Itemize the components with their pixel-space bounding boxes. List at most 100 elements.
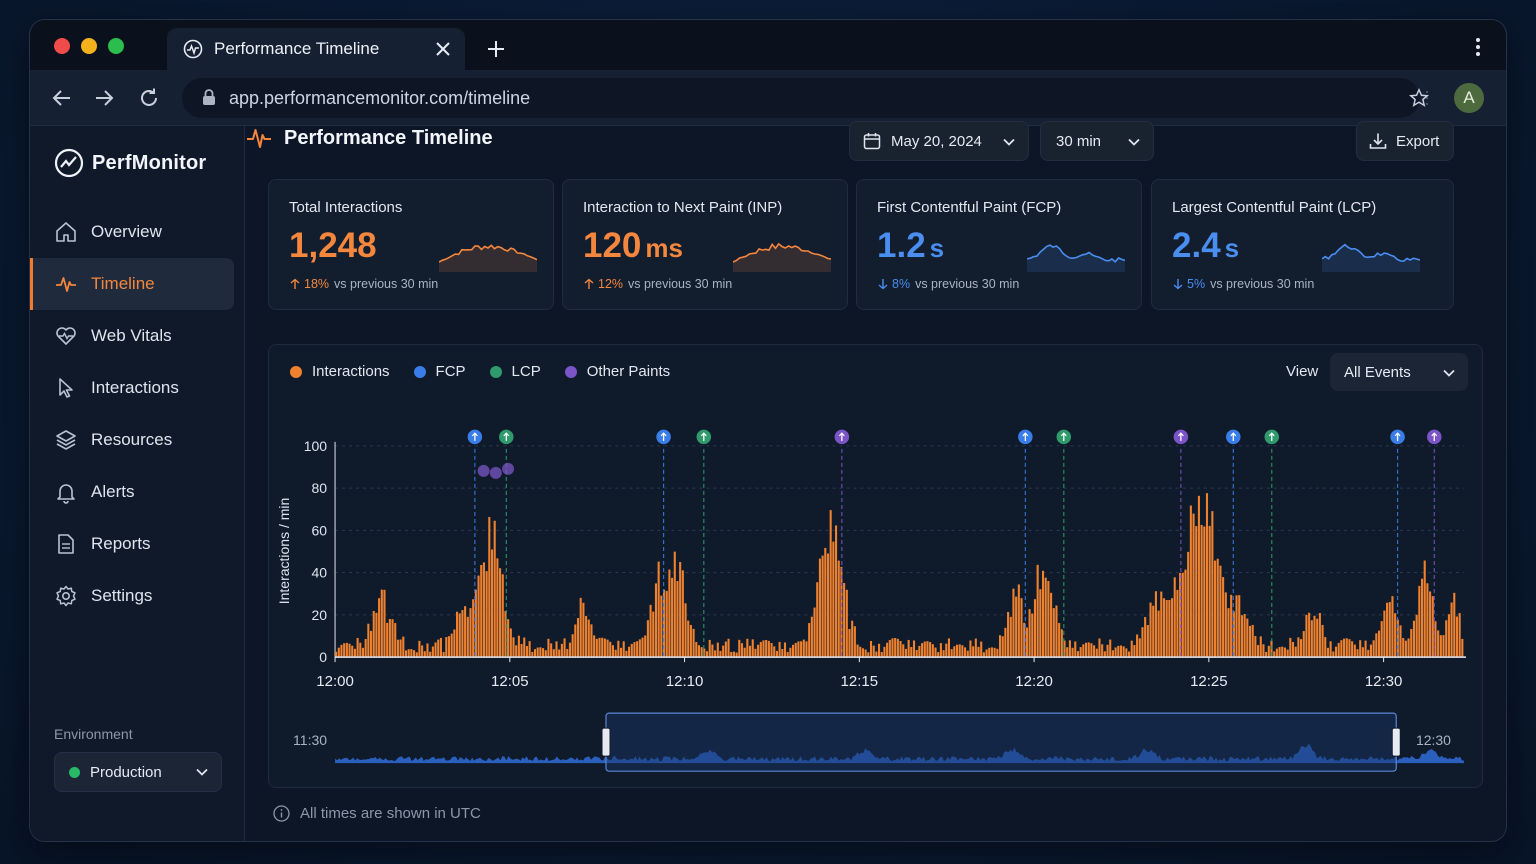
brand[interactable]: PerfMonitor	[54, 148, 206, 178]
event-marker-fcp[interactable]	[1388, 428, 1407, 446]
legend-label: FCP	[435, 363, 466, 380]
interaction-bar	[671, 577, 674, 658]
interaction-bar	[1329, 641, 1332, 658]
interaction-bar	[1240, 615, 1243, 658]
interaction-bar	[1420, 578, 1424, 658]
interaction-bar	[630, 643, 633, 658]
event-marker-lcp[interactable]	[497, 428, 516, 446]
view-select[interactable]: All Events	[1330, 353, 1468, 391]
metric-card-fcp[interactable]: First Contentful Paint (FCP) 1.2 s 8% vs p…	[856, 179, 1142, 310]
interaction-bar	[1248, 625, 1252, 658]
interaction-bar	[388, 619, 391, 658]
environment-select[interactable]: Production	[54, 752, 222, 792]
profile-avatar[interactable]: A	[1454, 83, 1484, 113]
interaction-bar	[821, 555, 824, 658]
close-window-button[interactable]	[54, 38, 70, 54]
event-marker-other-paints[interactable]	[833, 428, 851, 446]
interaction-bar	[501, 574, 504, 658]
minimap-selection-window[interactable]	[605, 712, 1397, 772]
interaction-bar	[1254, 636, 1257, 658]
interaction-bar	[923, 641, 926, 658]
interaction-bar	[1434, 621, 1437, 658]
interaction-bar	[611, 645, 615, 658]
interaction-bar	[998, 635, 1002, 658]
sidebar-item-overview[interactable]: Overview	[30, 206, 234, 258]
interaction-bar	[1152, 605, 1155, 658]
forward-arrow-icon[interactable]	[92, 86, 116, 110]
interaction-bar	[367, 623, 370, 658]
url-bar[interactable]: app.performancemonitor.com/timeline	[182, 78, 1430, 118]
time-range-select[interactable]: 30 min	[1040, 121, 1154, 161]
interaction-bar	[735, 652, 738, 658]
card-title: Largest Contentful Paint (LCP)	[1172, 199, 1377, 216]
metric-card-lcp[interactable]: Largest Contentful Paint (LCP) 2.4 s 5% vs…	[1151, 179, 1454, 310]
interaction-bar	[528, 641, 531, 658]
legend-item-lcp[interactable]: LCP	[489, 363, 541, 380]
interaction-bar	[792, 644, 795, 658]
event-marker-lcp[interactable]	[1055, 428, 1073, 446]
legend-item-other-paints[interactable]: Other Paints	[564, 363, 670, 380]
minimap-handle-right[interactable]	[1391, 727, 1401, 757]
interaction-bar	[340, 644, 343, 658]
interaction-bar	[1267, 645, 1270, 658]
metric-card-inp[interactable]: Interaction to Next Paint (INP) 120 ms 12…	[562, 179, 848, 310]
event-marker-cluster[interactable]	[502, 462, 515, 475]
event-marker-cluster[interactable]	[477, 464, 490, 477]
maximize-window-button[interactable]	[108, 38, 124, 54]
interaction-bar	[1291, 641, 1295, 658]
interaction-bar	[520, 644, 523, 658]
interaction-bar	[845, 589, 848, 658]
metric-card-total-interactions[interactable]: Total Interactions 1,248 18% vs previous …	[268, 179, 554, 310]
sparkline-area	[733, 243, 831, 272]
browser-menu-icon[interactable]	[1475, 37, 1481, 57]
close-tab-icon[interactable]	[433, 39, 453, 59]
overview-minimap[interactable]	[335, 712, 1464, 772]
interaction-bar	[679, 562, 682, 658]
interaction-bar	[507, 619, 510, 658]
sidebar-item-settings[interactable]: Settings	[30, 570, 234, 622]
sidebar-item-timeline[interactable]: Timeline	[30, 258, 234, 310]
event-marker-fcp[interactable]	[1224, 428, 1243, 446]
sidebar-item-label: Settings	[91, 586, 153, 605]
sparkline	[1027, 244, 1125, 272]
interaction-bar	[542, 648, 545, 658]
interaction-bar	[493, 520, 496, 658]
interaction-bar	[1101, 644, 1104, 658]
sidebar-item-web-vitals[interactable]: Web Vitals	[30, 310, 234, 362]
event-marker-fcp[interactable]	[654, 428, 673, 446]
legend-item-fcp[interactable]: FCP	[413, 363, 466, 380]
interaction-bar	[1259, 636, 1262, 658]
interaction-bar	[1380, 621, 1383, 658]
reload-icon[interactable]	[137, 86, 161, 110]
bookmark-star-icon[interactable]	[1408, 87, 1430, 109]
legend-item-interactions[interactable]: Interactions	[290, 363, 390, 380]
sidebar-item-resources[interactable]: Resources	[30, 414, 234, 466]
sidebar-item-reports[interactable]: Reports	[30, 518, 234, 570]
sidebar-item-interactions[interactable]: Interactions	[30, 362, 234, 414]
footnote-text: All times are shown in UTC	[300, 805, 481, 822]
timezone-note: All times are shown in UTC	[273, 805, 481, 822]
browser-tab[interactable]: Performance Timeline	[167, 28, 465, 70]
export-button[interactable]: Export	[1356, 121, 1454, 161]
interaction-bar	[1084, 642, 1088, 658]
interaction-bar	[439, 637, 442, 658]
event-marker-other-paints[interactable]	[1172, 428, 1190, 446]
event-marker-lcp[interactable]	[1262, 428, 1281, 446]
back-arrow-icon[interactable]	[50, 86, 74, 110]
new-tab-icon[interactable]	[485, 38, 507, 60]
interaction-bar	[996, 648, 999, 658]
event-marker-fcp[interactable]	[1016, 428, 1035, 446]
sparkline-area	[439, 245, 537, 272]
event-marker-lcp[interactable]	[695, 428, 713, 446]
interaction-bars	[335, 493, 1464, 658]
minimize-window-button[interactable]	[81, 38, 97, 54]
event-marker-cluster[interactable]	[489, 466, 502, 479]
date-picker[interactable]: May 20, 2024	[849, 121, 1029, 161]
interaction-bar	[1238, 595, 1241, 658]
sidebar-item-alerts[interactable]: Alerts	[30, 466, 234, 518]
event-marker-other-paints[interactable]	[1425, 428, 1444, 446]
timeline-chart[interactable]: Interactions / min 0 20 40 60 80 100 12:00 12:05…	[269, 345, 1485, 791]
interaction-bar	[955, 644, 959, 658]
event-marker-fcp[interactable]	[466, 428, 484, 446]
minimap-handle-left[interactable]	[601, 727, 611, 757]
